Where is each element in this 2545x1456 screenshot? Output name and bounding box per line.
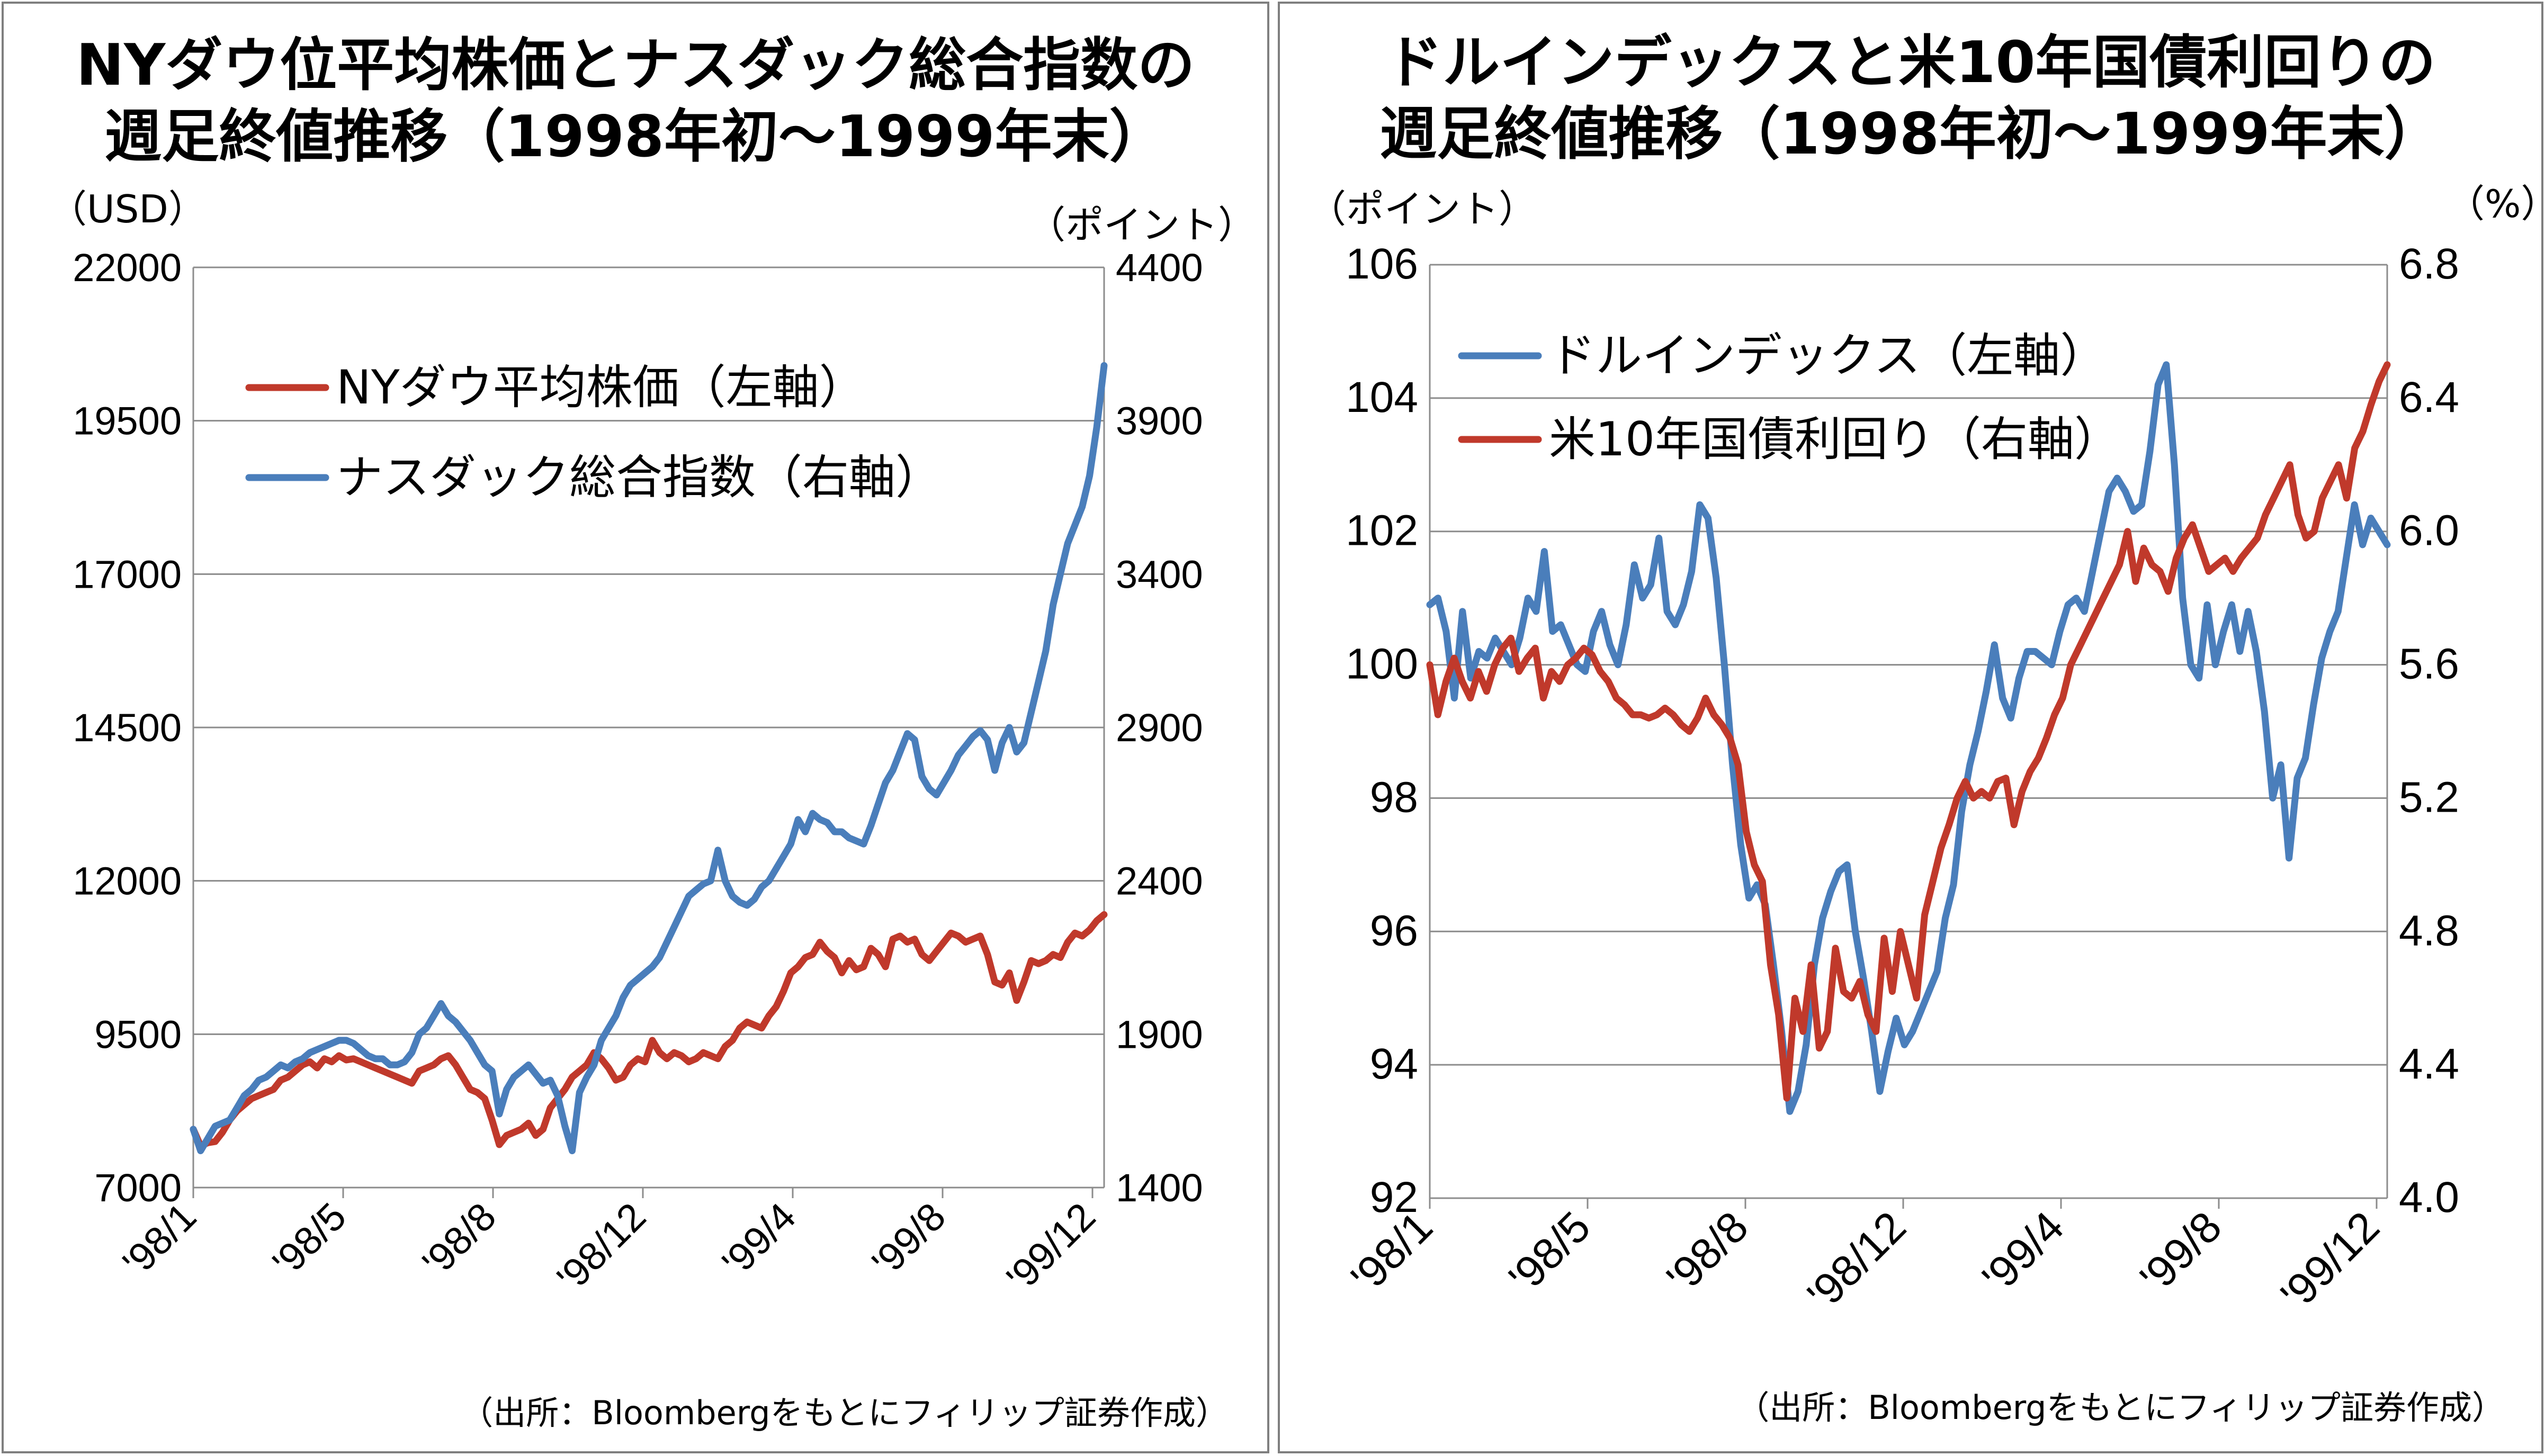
y-tick-label: 106	[1346, 240, 1418, 288]
y-tick-label: 94	[1370, 1040, 1418, 1088]
y2-tick-label: 1900	[1116, 1012, 1203, 1056]
y2-tick-label: 4.0	[2399, 1173, 2459, 1221]
legend-label: ナスダック総合指数（右軸）	[336, 450, 942, 505]
y2-tick-label: 5.6	[2399, 640, 2459, 688]
y2-tick-label: 3400	[1116, 552, 1203, 596]
right-chart-subtitle: 週足終値推移（1998年初～1999年末）	[1379, 101, 2441, 167]
legend-label: NYダウ平均株価（左軸）	[336, 360, 866, 415]
y2-tick-label: 4.4	[2399, 1040, 2459, 1088]
y-tick-label: 19500	[73, 399, 182, 443]
y-tick-label: 98	[1370, 773, 1418, 821]
y2-tick-label: 2900	[1116, 706, 1203, 750]
y2-tick-label: 5.2	[2399, 773, 2459, 821]
y2-tick-label: 1400	[1116, 1166, 1203, 1210]
figure-root: NYダウ位平均株価とナスダック総合指数の 週足終値推移（1998年初～1999年…	[0, 0, 2545, 1456]
y2-tick-label: 3900	[1116, 399, 1203, 443]
y2-tick-label: 4.8	[2399, 906, 2459, 955]
y-tick-label: 12000	[73, 859, 182, 903]
right-chart-title: ドルインデックスと米10年国債利回りの	[1385, 30, 2435, 96]
y-tick-label: 9500	[94, 1012, 182, 1056]
y2-tick-label: 6.8	[2399, 240, 2459, 288]
y2-tick-label: 6.0	[2399, 507, 2459, 555]
left-chart-subtitle: 週足終値推移（1998年初～1999年末）	[104, 104, 1166, 170]
y2-tick-label: 2400	[1116, 859, 1203, 903]
right-source-note: （出所：Bloombergをもとにフィリップ証券作成）	[1736, 1388, 2505, 1427]
left-source-note: （出所：Bloombergをもとにフィリップ証券作成）	[460, 1394, 1229, 1432]
left-y-axis-unit: （USD）	[49, 187, 207, 231]
right-y-axis-unit: （ポイント）	[1308, 187, 1537, 231]
y-tick-label: 17000	[73, 552, 182, 596]
legend-label: ドルインデックス（左軸）	[1549, 328, 2107, 383]
y-tick-label: 104	[1346, 373, 1418, 421]
y-tick-label: 14500	[73, 706, 182, 750]
y-tick-label: 100	[1346, 640, 1418, 688]
y2-tick-label: 6.4	[2399, 373, 2459, 421]
y-tick-label: 102	[1346, 507, 1418, 555]
left-chart-title: NYダウ位平均株価とナスダック総合指数の	[76, 32, 1195, 98]
y2-tick-label: 4400	[1116, 246, 1203, 290]
y-tick-label: 22000	[73, 246, 182, 290]
legend-label: 米10年国債利回り（右軸）	[1549, 412, 2121, 466]
right-y2-axis-unit: （%）	[2447, 182, 2545, 226]
y-tick-label: 96	[1370, 906, 1418, 955]
left-y2-axis-unit: （ポイント）	[1027, 203, 1256, 247]
